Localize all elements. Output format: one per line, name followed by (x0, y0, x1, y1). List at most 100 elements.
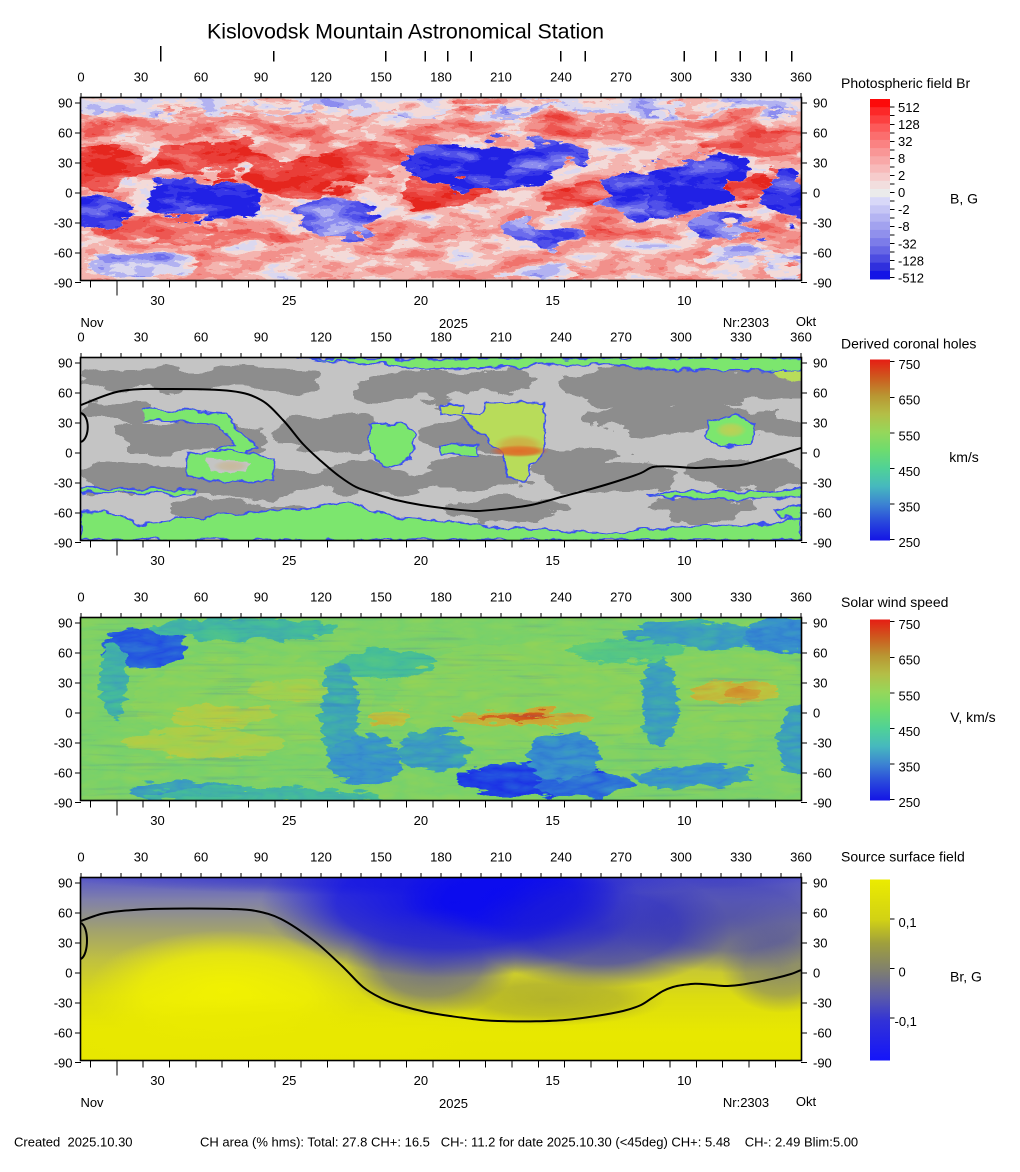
svg-text:90: 90 (58, 96, 72, 111)
svg-text:210: 210 (490, 850, 512, 865)
svg-text:750: 750 (899, 357, 921, 372)
svg-text:60: 60 (194, 590, 208, 605)
svg-text:60: 60 (194, 330, 208, 345)
svg-text:30: 30 (150, 553, 164, 568)
svg-text:0: 0 (65, 966, 72, 981)
svg-text:0: 0 (65, 446, 72, 461)
svg-text:0: 0 (898, 185, 905, 200)
svg-text:30: 30 (134, 590, 148, 605)
svg-text:330: 330 (730, 590, 752, 605)
svg-text:330: 330 (730, 850, 752, 865)
svg-text:30: 30 (134, 330, 148, 345)
svg-text:25: 25 (282, 293, 296, 308)
svg-text:90: 90 (254, 850, 268, 865)
svg-text:-30: -30 (813, 476, 832, 491)
svg-text:60: 60 (813, 646, 827, 661)
svg-text:90: 90 (254, 590, 268, 605)
svg-text:0: 0 (77, 70, 84, 85)
svg-text:-512: -512 (898, 270, 924, 285)
svg-text:360: 360 (790, 850, 812, 865)
svg-text:650: 650 (899, 393, 921, 408)
svg-text:330: 330 (730, 330, 752, 345)
svg-text:-8: -8 (898, 219, 910, 234)
svg-text:-90: -90 (54, 1056, 73, 1071)
svg-text:-32: -32 (898, 236, 917, 251)
svg-text:30: 30 (58, 156, 72, 171)
svg-text:-30: -30 (54, 996, 73, 1011)
svg-text:450: 450 (899, 464, 921, 479)
svg-text:180: 180 (430, 850, 452, 865)
svg-text:Created 2025.10.30: Created 2025.10.30 (14, 1135, 133, 1150)
svg-text:2: 2 (898, 168, 905, 183)
svg-text:-30: -30 (54, 216, 73, 231)
svg-text:15: 15 (545, 553, 559, 568)
svg-text:30: 30 (813, 936, 827, 951)
svg-text:30: 30 (150, 293, 164, 308)
svg-text:-0,1: -0,1 (895, 1014, 917, 1029)
svg-text:Derived coronal holes: Derived coronal holes (841, 336, 976, 352)
svg-text:60: 60 (813, 126, 827, 141)
svg-text:120: 120 (310, 70, 332, 85)
svg-text:8: 8 (898, 151, 905, 166)
svg-text:240: 240 (550, 850, 572, 865)
svg-text:30: 30 (150, 813, 164, 828)
svg-text:Photospheric field Br: Photospheric field Br (841, 75, 971, 91)
svg-text:360: 360 (790, 70, 812, 85)
svg-text:-30: -30 (54, 736, 73, 751)
svg-text:Br, G: Br, G (950, 969, 982, 985)
svg-text:Nov: Nov (80, 315, 104, 330)
svg-text:30: 30 (134, 850, 148, 865)
svg-text:-60: -60 (813, 506, 832, 521)
svg-text:30: 30 (150, 1073, 164, 1088)
svg-text:128: 128 (898, 117, 920, 132)
svg-text:Okt: Okt (796, 1094, 817, 1109)
svg-text:0: 0 (899, 964, 906, 979)
svg-text:Kislovodsk Mountain Astronomic: Kislovodsk Mountain Astronomical Station (207, 20, 604, 44)
svg-text:15: 15 (545, 813, 559, 828)
svg-text:90: 90 (58, 356, 72, 371)
svg-text:30: 30 (813, 676, 827, 691)
svg-text:350: 350 (899, 759, 921, 774)
svg-text:60: 60 (58, 126, 72, 141)
svg-text:270: 270 (610, 330, 632, 345)
svg-text:25: 25 (282, 553, 296, 568)
svg-text:90: 90 (813, 876, 827, 891)
svg-text:-60: -60 (54, 246, 73, 261)
svg-text:150: 150 (370, 330, 392, 345)
svg-text:180: 180 (430, 330, 452, 345)
svg-text:90: 90 (813, 616, 827, 631)
svg-text:20: 20 (414, 553, 428, 568)
svg-text:90: 90 (254, 330, 268, 345)
svg-text:-60: -60 (813, 246, 832, 261)
svg-text:10: 10 (677, 553, 691, 568)
svg-text:120: 120 (310, 330, 332, 345)
svg-text:-60: -60 (813, 766, 832, 781)
svg-text:180: 180 (430, 70, 452, 85)
svg-text:25: 25 (282, 1073, 296, 1088)
svg-text:-90: -90 (54, 796, 73, 811)
svg-text:-60: -60 (813, 1026, 832, 1041)
svg-text:km/s: km/s (949, 449, 979, 465)
svg-text:V, km/s: V, km/s (950, 709, 995, 725)
svg-text:-30: -30 (813, 216, 832, 231)
svg-text:15: 15 (545, 293, 559, 308)
svg-text:60: 60 (58, 646, 72, 661)
svg-text:350: 350 (899, 499, 921, 514)
svg-text:300: 300 (670, 850, 692, 865)
svg-text:90: 90 (58, 616, 72, 631)
svg-text:B, G: B, G (950, 191, 978, 207)
svg-text:90: 90 (813, 96, 827, 111)
svg-text:-90: -90 (54, 276, 73, 291)
svg-text:270: 270 (610, 70, 632, 85)
svg-text:150: 150 (370, 850, 392, 865)
svg-text:-128: -128 (898, 253, 924, 268)
svg-text:-30: -30 (813, 996, 832, 1011)
svg-text:Okt: Okt (796, 314, 817, 329)
svg-text:-90: -90 (813, 276, 832, 291)
svg-text:60: 60 (194, 850, 208, 865)
svg-text:30: 30 (58, 676, 72, 691)
svg-text:550: 550 (899, 428, 921, 443)
svg-text:2025: 2025 (439, 1096, 468, 1111)
svg-text:-30: -30 (54, 476, 73, 491)
svg-text:210: 210 (490, 70, 512, 85)
